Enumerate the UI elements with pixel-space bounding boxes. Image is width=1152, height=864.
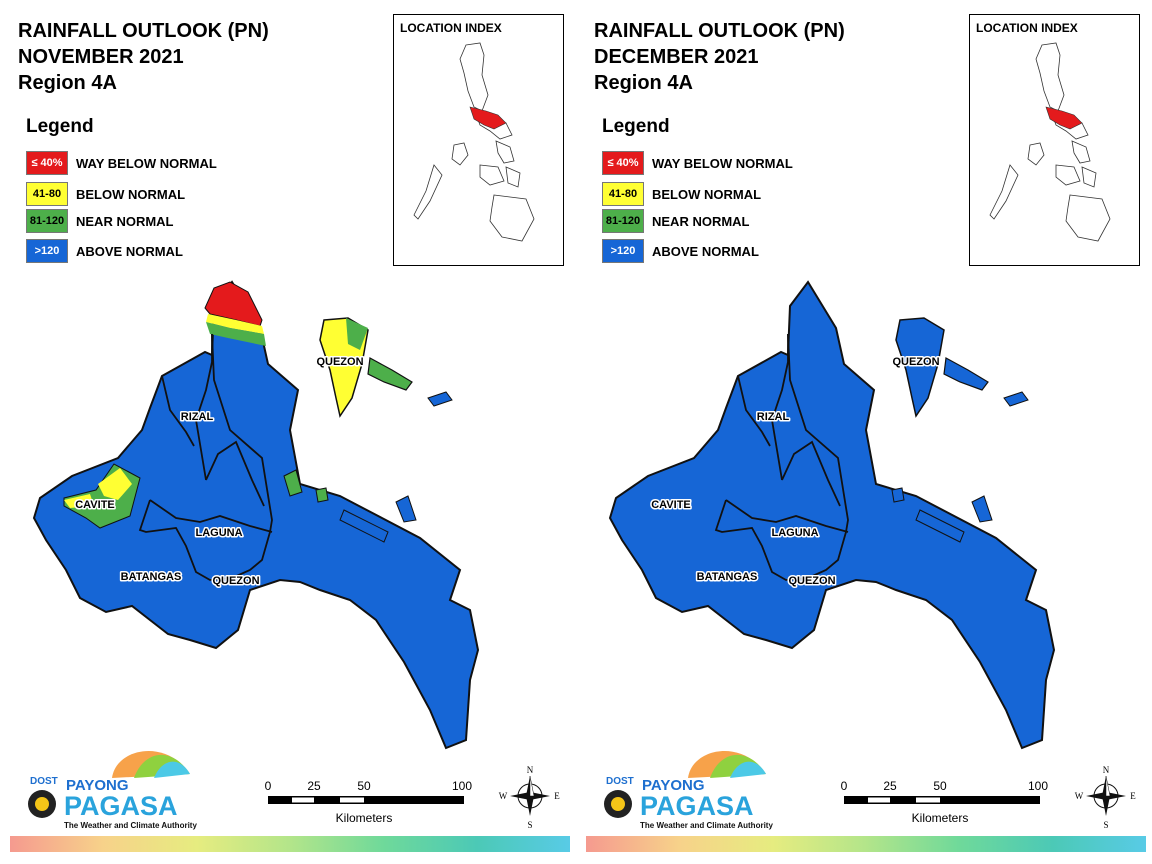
title-line-2: NOVEMBER 2021 xyxy=(18,46,184,68)
legend-item-way-below: ≤ 40% WAY BELOW NORMAL xyxy=(602,150,793,176)
pagasa-logo: DOST PAYONG PAGASA The Weather and Clima… xyxy=(592,738,782,834)
logo-payong: PAYONG xyxy=(642,777,705,794)
label-quezon-north: QUEZON xyxy=(892,356,939,368)
legend-swatch: 41-80 xyxy=(602,182,644,206)
compass-e: E xyxy=(554,791,560,801)
region-4a-highlight xyxy=(1045,106,1083,130)
compass-n: N xyxy=(527,765,534,775)
location-index-title: LOCATION INDEX xyxy=(976,21,1078,35)
scale-tick: 50 xyxy=(933,779,947,793)
legend-item-near: 81-120 NEAR NORMAL xyxy=(26,208,174,234)
title-line-3: Region 4A xyxy=(18,72,117,94)
label-cavite: CAVITE xyxy=(75,499,115,511)
region-4a-highlight xyxy=(469,106,507,130)
logo-pagasa: PAGASA xyxy=(640,791,754,821)
title-line-1: RAINFALL OUTLOOK (PN) xyxy=(594,20,845,42)
label-laguna: LAGUNA xyxy=(195,527,242,539)
legend-label: ABOVE NORMAL xyxy=(76,243,183,259)
label-cavite: CAVITE xyxy=(651,499,691,511)
title-line-1: RAINFALL OUTLOOK (PN) xyxy=(18,20,269,42)
legend-label: BELOW NORMAL xyxy=(652,186,762,202)
scale-tick: 100 xyxy=(1028,779,1048,793)
north-arrow: N S E W xyxy=(498,762,562,830)
scale-tick: 0 xyxy=(841,779,848,793)
label-rizal: RIZAL xyxy=(757,411,790,423)
legend-title: Legend xyxy=(602,116,670,137)
legend-title: Legend xyxy=(26,116,94,137)
scale-bar: 0 25 50 100 Kilometers xyxy=(834,776,1054,830)
logo-dost: DOST xyxy=(606,776,634,787)
philippines-outline-map xyxy=(413,42,535,242)
logo-tagline: The Weather and Climate Authority xyxy=(640,821,773,830)
legend-swatch: 81-120 xyxy=(602,209,644,233)
legend-label: NEAR NORMAL xyxy=(76,213,174,229)
logo-dost: DOST xyxy=(30,776,58,787)
title-line-3: Region 4A xyxy=(594,72,693,94)
legend-item-below: 41-80 BELOW NORMAL xyxy=(602,181,761,207)
label-quezon-north: QUEZON xyxy=(316,356,363,368)
logo-payong: PAYONG xyxy=(66,777,129,794)
label-rizal: RIZAL xyxy=(181,411,214,423)
north-arrow: N S E W xyxy=(1074,762,1138,830)
legend-swatch: >120 xyxy=(602,239,644,263)
legend-item-above: >120 ABOVE NORMAL xyxy=(26,238,183,264)
label-quezon-south: QUEZON xyxy=(788,575,835,587)
region-4a-map: RIZAL CAVITE LAGUNA BATANGAS QUEZON QUEZ… xyxy=(32,280,480,750)
scale-tick: 0 xyxy=(265,779,272,793)
compass-s: S xyxy=(1103,820,1108,830)
color-strip xyxy=(10,836,570,852)
scale-tick: 50 xyxy=(357,779,371,793)
legend-label: BELOW NORMAL xyxy=(76,186,186,202)
label-laguna: LAGUNA xyxy=(771,527,818,539)
compass-n: N xyxy=(1103,765,1110,775)
legend-item-near: 81-120 NEAR NORMAL xyxy=(602,208,750,234)
legend-label: WAY BELOW NORMAL xyxy=(76,155,217,171)
pagasa-logo: DOST PAYONG PAGASA The Weather and Clima… xyxy=(16,738,206,834)
legend-swatch: >120 xyxy=(26,239,68,263)
scale-unit: Kilometers xyxy=(912,811,969,825)
map-panel-november: RAINFALL OUTLOOK (PN) NOVEMBER 2021 Regi… xyxy=(10,14,570,852)
label-quezon-south: QUEZON xyxy=(212,575,259,587)
legend-label: NEAR NORMAL xyxy=(652,213,750,229)
legend-swatch: 41-80 xyxy=(26,182,68,206)
color-strip xyxy=(586,836,1146,852)
map-panel-december: RAINFALL OUTLOOK (PN) DECEMBER 2021 Regi… xyxy=(576,0,1152,864)
logo-pagasa: PAGASA xyxy=(64,791,178,821)
map-title: RAINFALL OUTLOOK (PN) DECEMBER 2021 Regi… xyxy=(594,18,845,96)
location-index-inset: LOCATION INDEX xyxy=(393,14,564,266)
legend-item-below: 41-80 BELOW NORMAL xyxy=(26,181,185,207)
legend-swatch: ≤ 40% xyxy=(602,151,644,175)
legend-label: WAY BELOW NORMAL xyxy=(652,155,793,171)
legend-item-way-below: ≤ 40% WAY BELOW NORMAL xyxy=(26,150,217,176)
logo-tagline: The Weather and Climate Authority xyxy=(64,821,197,830)
legend-label: ABOVE NORMAL xyxy=(652,243,759,259)
scale-tick: 100 xyxy=(452,779,472,793)
compass-w: W xyxy=(499,791,508,801)
scale-unit: Kilometers xyxy=(336,811,393,825)
label-batangas: BATANGAS xyxy=(697,571,758,583)
region-4a-map: RIZAL CAVITE LAGUNA BATANGAS QUEZON QUEZ… xyxy=(608,280,1056,750)
legend-swatch: ≤ 40% xyxy=(26,151,68,175)
legend-item-above: >120 ABOVE NORMAL xyxy=(602,238,759,264)
location-index-inset: LOCATION INDEX xyxy=(969,14,1140,266)
title-line-2: DECEMBER 2021 xyxy=(594,46,759,68)
scale-tick: 25 xyxy=(883,779,897,793)
scale-bar: 0 25 50 100 Kilometers xyxy=(258,776,478,830)
legend-swatch: 81-120 xyxy=(26,209,68,233)
compass-e: E xyxy=(1130,791,1136,801)
compass-s: S xyxy=(527,820,532,830)
location-index-title: LOCATION INDEX xyxy=(400,21,502,35)
label-batangas: BATANGAS xyxy=(121,571,182,583)
map-title: RAINFALL OUTLOOK (PN) NOVEMBER 2021 Regi… xyxy=(18,18,269,96)
scale-tick: 25 xyxy=(307,779,321,793)
philippines-outline-map xyxy=(989,42,1111,242)
compass-w: W xyxy=(1075,791,1084,801)
